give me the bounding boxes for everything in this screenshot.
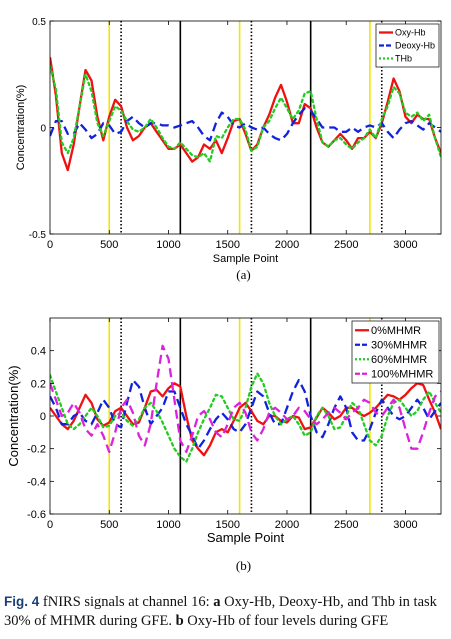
legend-label: THb [395, 54, 412, 64]
series-line-60-mhmr [50, 372, 441, 463]
caption-text-2: Oxy-Hb, Deoxy-Hb, and Thb in task 30% of… [4, 594, 437, 629]
y-tick-label: -0.6 [27, 509, 46, 521]
x-tick-label: 0 [47, 239, 53, 251]
y-tick-label: 0.5 [32, 17, 46, 28]
series-line-100-mhmr [50, 344, 441, 454]
x-tick-label: 500 [100, 239, 118, 251]
x-tick-label: 2000 [275, 239, 299, 251]
y-tick-label: 0 [40, 124, 46, 135]
figure-label: Fig. 4 [4, 594, 40, 609]
x-tick-label: 500 [100, 519, 118, 531]
x-tick-label: 3000 [393, 239, 417, 251]
panel-caption: (b) [236, 558, 251, 573]
caption-panel-b: b [175, 613, 184, 629]
x-tick-label: 2000 [275, 519, 299, 531]
y-tick-label: -0.5 [29, 230, 47, 241]
legend-label: Oxy-Hb [395, 28, 426, 38]
series-group [50, 57, 441, 172]
y-tick-label: -0.2 [27, 444, 46, 456]
x-tick-label: 1000 [156, 239, 180, 251]
figure-caption: Fig. 4 fNIRS signals at channel 16: a Ox… [4, 592, 447, 631]
y-tick-label: 0.2 [31, 378, 46, 390]
caption-panel-a: a [213, 594, 221, 610]
x-tick-label: 3000 [393, 519, 417, 531]
legend-label: 60%MHMR [371, 354, 427, 366]
caption-text-1: fNIRS signals at channel 16: [39, 594, 214, 610]
legend-label: 100%MHMR [371, 369, 433, 381]
panel-caption: (a) [236, 267, 250, 282]
x-tick-label: 1500 [215, 519, 239, 531]
x-tick-label: 2500 [334, 519, 358, 531]
x-tick-label: 2500 [334, 239, 358, 251]
y-axis-label: Concentration(%) [6, 365, 21, 466]
series-line-0-mhmr [50, 382, 441, 457]
series-line-thb [50, 64, 441, 163]
legend-label: Deoxy-Hb [395, 41, 435, 51]
legend-label: 30%MHMR [371, 340, 427, 352]
x-axis-label: Sample Point [207, 530, 285, 545]
y-tick-label: -0.4 [27, 476, 46, 488]
y-tick-label: 0 [40, 411, 46, 423]
x-tick-label: 0 [47, 519, 53, 531]
chart-panel-b: 0 500 1000 1500 2000 2500 3000 -0.6 -0.4 -0.2 0 0.2… [6, 317, 442, 573]
y-tick-label: 0.4 [31, 346, 46, 358]
legend-label: 0%MHMR [371, 325, 421, 337]
x-tick-label: 1500 [215, 239, 239, 251]
caption-text-3: Oxy-Hb of four levels during GFE [183, 613, 389, 629]
y-axis-label: Concentration(%) [15, 85, 27, 171]
x-tick-label: 1000 [156, 519, 180, 531]
x-axis-label: Sample Point [213, 253, 278, 265]
series-group [50, 344, 441, 463]
